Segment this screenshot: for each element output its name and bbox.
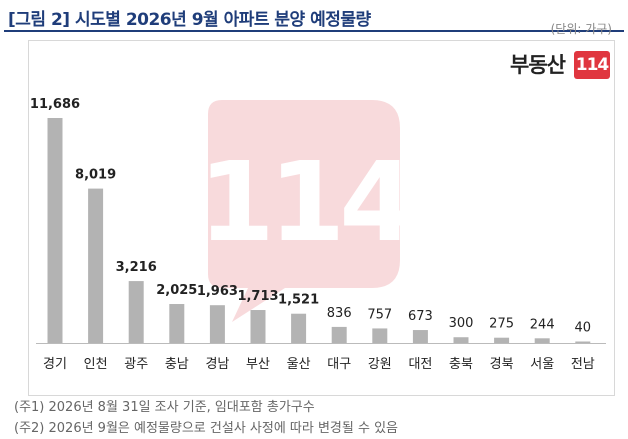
- data-label: 673: [408, 309, 433, 324]
- bar: [128, 281, 144, 343]
- logo-text: 부동산: [510, 53, 566, 77]
- data-label: 2,025: [156, 283, 197, 298]
- watermark-bubble: [208, 100, 400, 322]
- bar-series: [47, 118, 591, 343]
- data-label: 300: [449, 316, 474, 331]
- footnote-1: (주1) 2026년 8월 31일 조사 기준, 임대포함 총가구수: [14, 400, 315, 415]
- category-label: 대전: [408, 357, 432, 372]
- data-label: 275: [489, 317, 514, 332]
- category-label: 충남: [165, 357, 189, 372]
- watermark-text: 114: [198, 138, 411, 266]
- bar: [372, 328, 388, 343]
- bar: [494, 337, 510, 343]
- category-label: 서울: [530, 357, 554, 372]
- bar: [47, 118, 63, 343]
- bar: [534, 338, 550, 343]
- bar: [88, 188, 104, 343]
- category-label: 전남: [571, 357, 595, 372]
- watermark-114-logo: 114: [198, 100, 417, 322]
- bar: [209, 305, 225, 343]
- data-label: 11,686: [30, 97, 80, 112]
- logo-badge: 114: [574, 51, 610, 79]
- plot-frame: [28, 40, 615, 396]
- footnote-2: (주2) 2026년 9월은 예정물량으로 건설사 사정에 따라 변경될 수 있…: [14, 421, 399, 436]
- bar: [453, 337, 469, 343]
- category-label: 강원: [368, 357, 392, 372]
- value-labels: 11,686 8,019 3,216 2,025 1,963 1,713 1,521 836 7…: [30, 97, 591, 336]
- data-label: 244: [530, 317, 555, 332]
- data-label: 3,216: [116, 260, 157, 275]
- chart-title: [그림 2] 시도별 2026년 9월 아파트 분양 예정물량: [8, 10, 371, 30]
- category-labels: 경기 인천 광주 충남 경남 부산 울산 대구 강원 대전 충북 경북 서울 전남: [43, 357, 595, 372]
- category-label: 경남: [205, 357, 229, 372]
- data-label: 40: [575, 321, 592, 336]
- category-label: 광주: [124, 357, 148, 372]
- data-label: 8,019: [75, 168, 116, 183]
- category-label: 경기: [43, 357, 67, 372]
- data-label: 1,713: [237, 289, 278, 304]
- bar: [331, 326, 347, 343]
- data-label: 836: [327, 306, 352, 321]
- bar: [575, 341, 591, 343]
- category-label: 대구: [327, 357, 351, 372]
- bar: [169, 304, 185, 343]
- bar: [250, 310, 266, 343]
- data-label: 1,521: [278, 293, 319, 308]
- category-label: 충북: [449, 357, 473, 372]
- category-label: 경북: [490, 357, 514, 372]
- unit-label: (단위: 가구): [550, 22, 612, 36]
- data-label: 1,963: [197, 284, 238, 299]
- bar: [291, 313, 307, 343]
- bar: [412, 330, 428, 343]
- category-label: 부산: [246, 357, 270, 372]
- title-divider: [4, 30, 624, 32]
- category-label: 인천: [84, 357, 108, 372]
- data-label: 757: [367, 307, 392, 322]
- category-label: 울산: [287, 357, 311, 372]
